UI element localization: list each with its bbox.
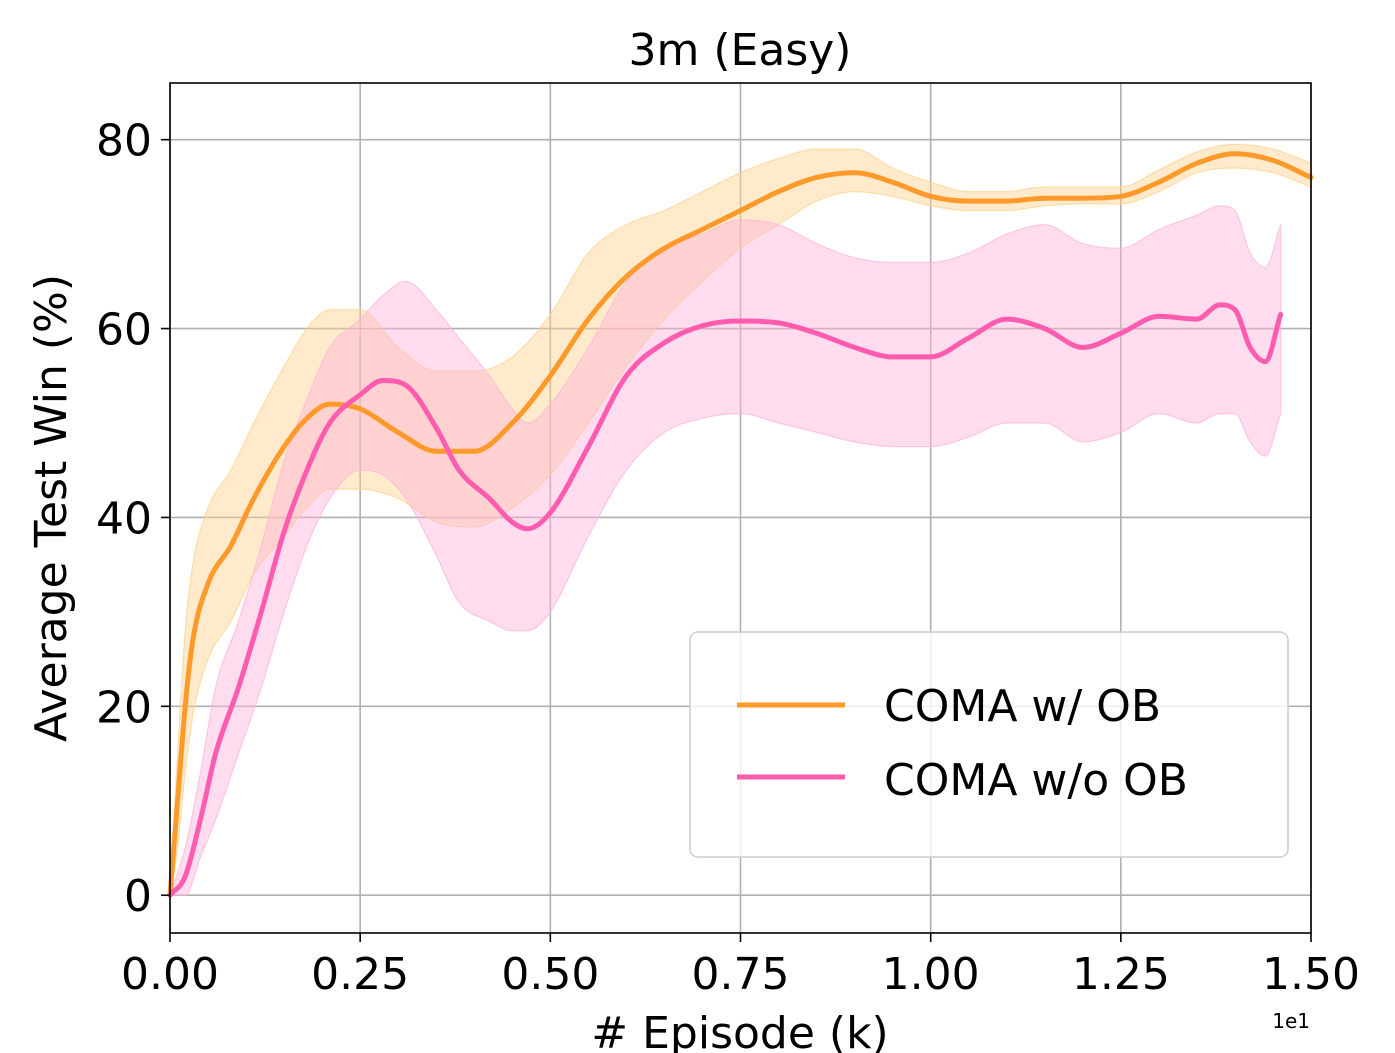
- band-series-0: [169, 143, 1312, 896]
- x-tick-label: 1.00: [882, 949, 980, 1000]
- x-axis-label: # Episode (k): [591, 1008, 888, 1053]
- chart-title: 3m (Easy): [629, 25, 852, 76]
- legend-label-coma-wo-ob: COMA w/o OB: [884, 755, 1188, 806]
- line-series-1: [167, 302, 1284, 898]
- axis-ticks: 0.00 0.25 0.50 0.75 1.00 1.25 1.50 0 20 40 60 80: [96, 116, 1360, 1000]
- y-tick-label: 60: [96, 305, 152, 356]
- x-tick-label: 0.50: [501, 949, 599, 1000]
- x-tick-label: 1.50: [1262, 949, 1360, 1000]
- band-series-1: [169, 205, 1282, 896]
- y-tick-label: 20: [96, 682, 152, 733]
- y-tick-label: 80: [96, 116, 152, 167]
- x-tick-label: 0.00: [121, 949, 219, 1000]
- confidence-bands: [169, 143, 1312, 896]
- series-lines: [167, 151, 1314, 898]
- y-tick-label: 0: [124, 871, 152, 922]
- x-tick-label: 0.75: [692, 949, 790, 1000]
- x-offset-text: 1e1: [1272, 1009, 1310, 1033]
- legend: COMA w/ OB COMA w/o OB: [689, 631, 1289, 858]
- legend-box: [689, 631, 1289, 858]
- x-tick-label: 1.25: [1072, 949, 1170, 1000]
- line-series-0: [167, 151, 1314, 898]
- y-axis-label: Average Test Win (%): [26, 274, 77, 742]
- x-tick-label: 0.25: [311, 949, 409, 1000]
- legend-label-coma-w-ob: COMA w/ OB: [884, 681, 1161, 732]
- y-tick-label: 40: [96, 493, 152, 544]
